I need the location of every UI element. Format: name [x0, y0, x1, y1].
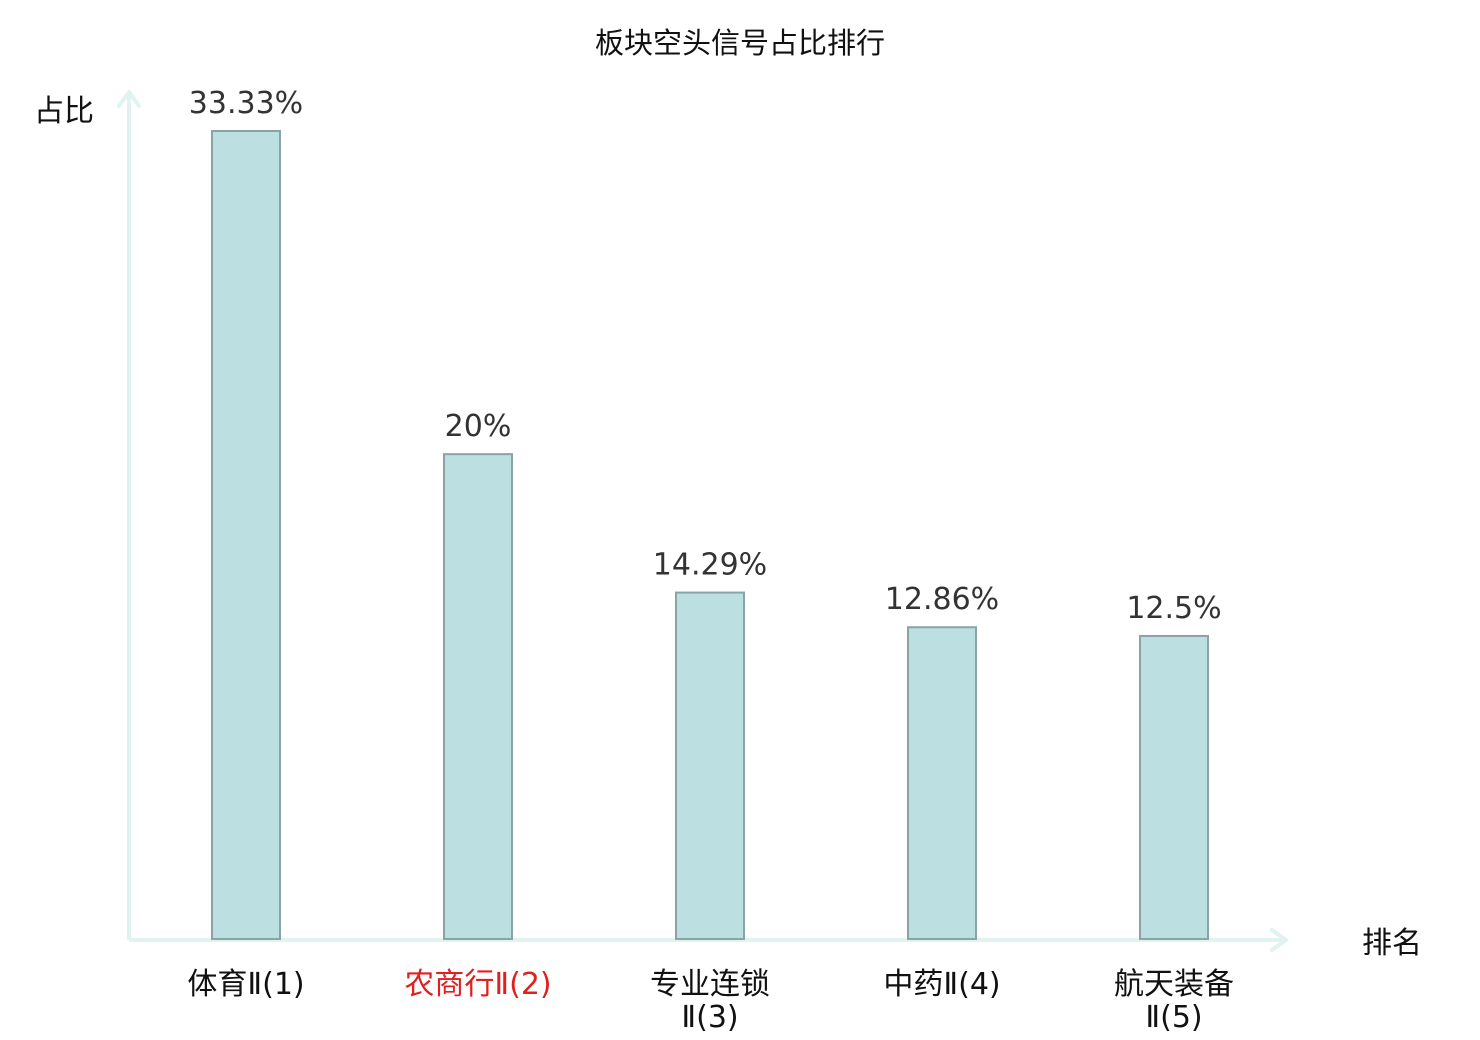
category-tick-label: 航天装备 [1114, 967, 1234, 1002]
y-axis [117, 90, 141, 940]
bar [443, 453, 513, 940]
category-tick-label: 专业连锁 [650, 967, 770, 1002]
x-axis-label: 排名 [1362, 926, 1422, 961]
y-axis-arrow [117, 90, 141, 108]
bar [675, 591, 745, 940]
category-tick-label: Ⅱ(5) [1145, 1000, 1202, 1035]
category-tick-label: 体育Ⅱ(1) [187, 967, 304, 1002]
chart-title: 板块空头信号占比排行 [595, 26, 885, 60]
y-axis-label: 占比 [34, 94, 94, 129]
bar-value-label: 14.29% [653, 548, 767, 583]
bar-value-label: 20% [445, 409, 512, 444]
x-axis-arrow [1270, 928, 1288, 952]
category-tick-label: 农商行Ⅱ(2) [404, 967, 551, 1002]
category-tick-label: Ⅱ(3) [681, 1000, 738, 1035]
bar-value-label: 12.86% [885, 582, 999, 617]
bar-value-label: 33.33% [189, 86, 303, 121]
x-axis [129, 928, 1288, 952]
value-label-group: 33.33% 20% 14.29% 12.86% 12.5% [189, 86, 1222, 626]
bar [211, 130, 281, 940]
bar [1139, 634, 1209, 941]
bar [907, 626, 977, 940]
category-tick-label: 中药Ⅱ(4) [883, 967, 1000, 1002]
bar-group [211, 130, 1209, 941]
bar-value-label: 12.5% [1126, 591, 1221, 626]
